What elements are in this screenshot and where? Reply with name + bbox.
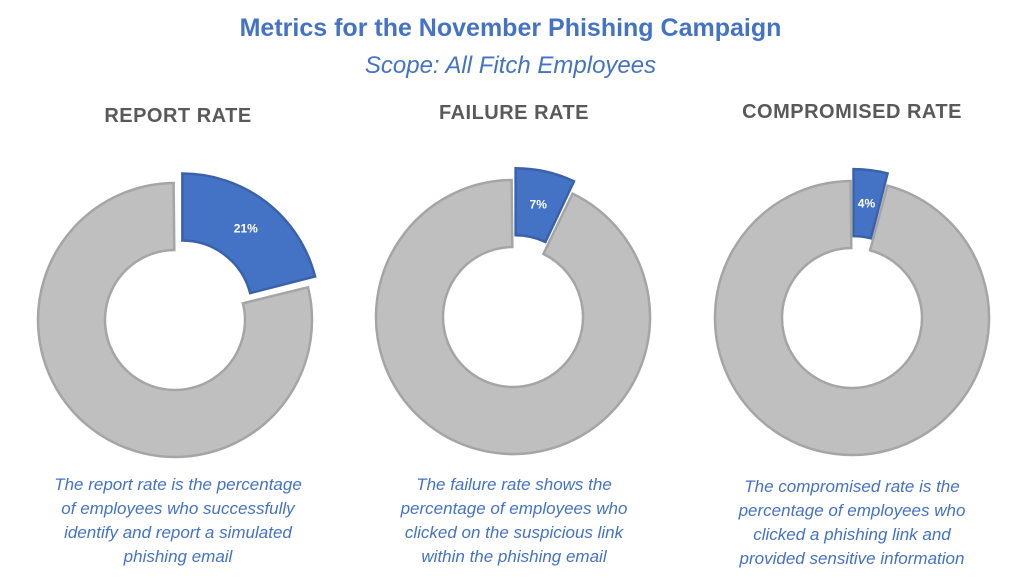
caption-line: percentage of employees who	[400, 499, 628, 518]
donut-slice-highlight	[181, 172, 317, 295]
chart-title-report: REPORT RATE	[104, 105, 252, 127]
page-title: Metrics for the November Phishing Campai…	[239, 14, 782, 42]
caption-line: The failure rate shows the	[416, 475, 612, 494]
donut-slice-highlight	[852, 167, 890, 240]
page-subtitle: Scope: All Fitch Employees	[364, 52, 657, 79]
chart-title-failure: FAILURE RATE	[438, 102, 590, 124]
donut-slice-remainder	[374, 178, 652, 456]
caption-line: percentage of employees who	[738, 501, 966, 520]
caption-line: clicked a phishing link and	[753, 525, 951, 544]
caption-line: within the phishing email	[421, 547, 607, 566]
donut-slice-remainder	[713, 179, 991, 457]
caption-line: The compromised rate is the	[744, 477, 960, 496]
caption-line: provided sensitive information	[739, 549, 965, 568]
caption-compromised: The compromised rate is the percentage o…	[687, 475, 1017, 571]
caption-line: identify and report a simulated	[64, 523, 292, 542]
caption-line: clicked on the suspicious link	[404, 523, 624, 542]
caption-failure: The failure rate shows the percentage of…	[349, 473, 679, 569]
chart-title-compromised: COMPROMISED RATE	[742, 101, 962, 123]
data-label: 4%	[858, 196, 876, 210]
data-label: 21%	[234, 222, 258, 236]
caption-report: The report rate is the percentage of emp…	[13, 473, 343, 569]
caption-line: The report rate is the percentage	[54, 475, 302, 494]
data-label: 7%	[530, 197, 548, 211]
donut-slice-highlight	[514, 167, 576, 244]
caption-line: phishing email	[123, 547, 233, 566]
caption-line: of employees who successfully	[61, 499, 295, 518]
donut-slice-remainder	[36, 181, 314, 459]
